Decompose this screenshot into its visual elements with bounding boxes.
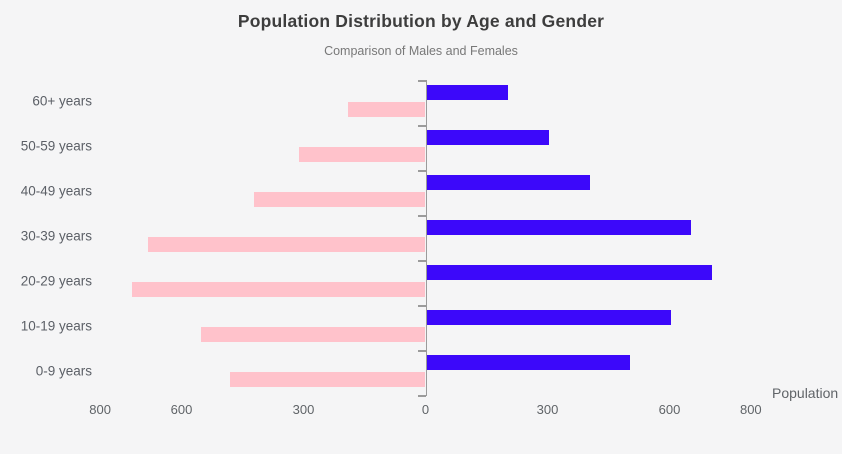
y-axis-label: 60+ years — [32, 93, 92, 109]
x-tick-label: 800 — [739, 402, 762, 417]
x-tick-label: 0 — [421, 402, 430, 417]
female-bar — [347, 102, 425, 117]
axis-tick — [417, 125, 426, 127]
male-bar — [427, 265, 712, 280]
y-axis-label: 30-39 years — [20, 228, 92, 244]
y-axis-line — [425, 80, 427, 396]
male-bar — [427, 355, 631, 370]
x-tick-label: 300 — [292, 402, 315, 417]
male-bar — [427, 220, 692, 235]
x-tick-label: 800 — [89, 402, 112, 417]
chart-subtitle: Comparison of Males and Females — [324, 44, 518, 58]
axis-tick — [417, 215, 426, 217]
x-axis-title: Population — [772, 385, 839, 401]
y-axis-label: 40-49 years — [20, 183, 92, 199]
x-tick-label: 600 — [170, 402, 193, 417]
axis-tick — [417, 80, 426, 82]
y-axis-label: 50-59 years — [20, 138, 92, 154]
axis-tick — [417, 395, 426, 397]
y-axis-label: 0-9 years — [35, 363, 92, 379]
male-bar — [427, 175, 590, 190]
x-tick-label: 600 — [658, 402, 681, 417]
female-bar — [132, 282, 425, 297]
female-bar — [298, 147, 425, 162]
female-bar — [229, 372, 425, 387]
axis-tick — [417, 305, 426, 307]
y-axis-label: 10-19 years — [20, 318, 92, 334]
axis-tick — [417, 170, 426, 172]
female-bar — [148, 237, 425, 252]
male-bar — [427, 130, 549, 145]
female-bar — [254, 192, 425, 207]
chart-title: Population Distribution by Age and Gende… — [237, 11, 605, 31]
male-bar — [427, 85, 509, 100]
axis-tick — [417, 260, 426, 262]
axis-tick — [417, 350, 426, 352]
male-bar — [427, 310, 671, 325]
x-tick-label: 300 — [536, 402, 559, 417]
y-axis-label: 20-29 years — [20, 273, 92, 289]
female-bar — [201, 327, 425, 342]
